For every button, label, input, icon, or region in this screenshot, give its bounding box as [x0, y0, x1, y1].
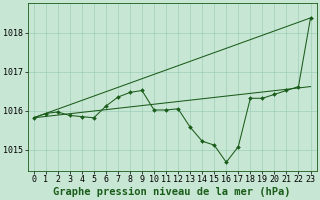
X-axis label: Graphe pression niveau de la mer (hPa): Graphe pression niveau de la mer (hPa): [53, 186, 291, 197]
